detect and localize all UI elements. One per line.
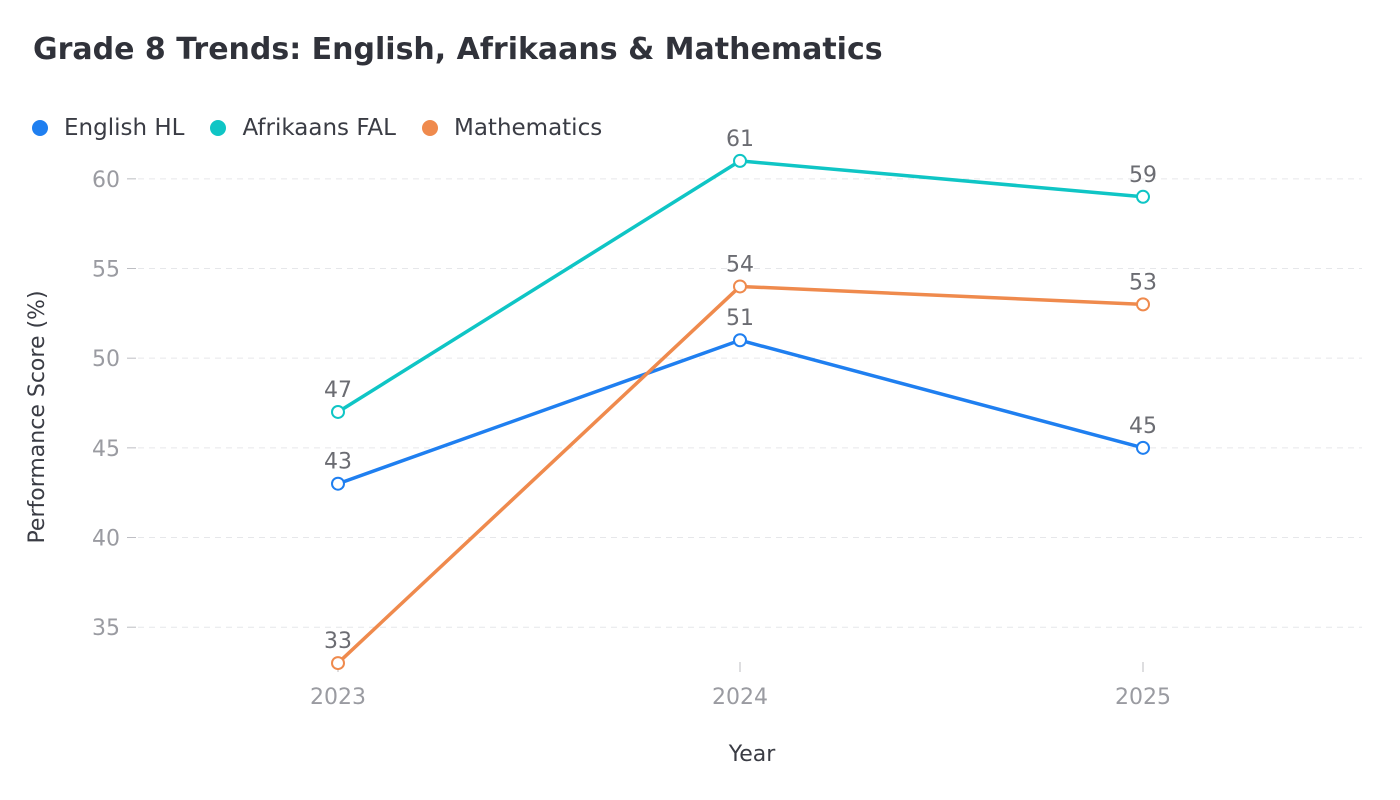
y-tick-label-60: 60: [92, 168, 120, 193]
y-axis-title: Performance Score (%): [25, 290, 50, 543]
legend-item-english-hl[interactable]: English HL: [32, 115, 184, 141]
grid-lines: [138, 178, 1362, 628]
data-point-english-hl-2024[interactable]: [733, 333, 747, 348]
data-label-mathematics-2023: 33: [324, 629, 352, 654]
x-axis-title: Year: [728, 742, 777, 767]
y-tick-label-50: 50: [92, 347, 120, 372]
data-labels: 43 51 45 47 61 59 33 54 53: [324, 127, 1157, 654]
data-point-mathematics-2025[interactable]: [1136, 297, 1150, 312]
data-label-english-hl-2024: 51: [726, 306, 754, 331]
data-point-english-hl-2025[interactable]: [1136, 440, 1150, 455]
legend: English HL Afrikaans FAL Mathematics: [32, 115, 628, 141]
x-axis-ticks: 2023 2024 2025: [310, 662, 1171, 710]
legend-item-mathematics[interactable]: Mathematics: [421, 115, 603, 141]
y-tick-label-45: 45: [92, 437, 120, 462]
data-point-afrikaans-fal-2023[interactable]: [331, 404, 345, 419]
legend-marker-english-hl: [32, 120, 48, 136]
data-point-english-hl-2023[interactable]: [331, 476, 345, 491]
data-label-afrikaans-fal-2025: 59: [1129, 163, 1157, 188]
y-tick-label-55: 55: [92, 258, 120, 283]
x-tick-label-2023: 2023: [310, 685, 366, 710]
y-tick-label-35: 35: [92, 616, 120, 641]
legend-label-mathematics: Mathematics: [453, 115, 603, 141]
series-line-english-hl: [337, 338, 1144, 486]
data-label-english-hl-2023: 43: [324, 450, 352, 475]
data-point-mathematics-2024[interactable]: [733, 279, 747, 294]
y-tick-label-40: 40: [92, 527, 120, 552]
data-label-afrikaans-fal-2023: 47: [324, 378, 352, 403]
data-label-afrikaans-fal-2024: 61: [726, 127, 754, 152]
data-label-english-hl-2025: 45: [1129, 414, 1157, 439]
data-label-mathematics-2024: 54: [726, 252, 754, 277]
legend-marker-mathematics: [421, 120, 438, 136]
data-label-mathematics-2025: 53: [1129, 270, 1157, 295]
data-point-afrikaans-fal-2024[interactable]: [733, 153, 747, 168]
series-group: [331, 153, 1150, 671]
data-point-afrikaans-fal-2025[interactable]: [1136, 189, 1150, 204]
legend-item-afrikaans-fal[interactable]: Afrikaans FAL: [210, 115, 396, 141]
legend-label-english-hl: English HL: [64, 115, 185, 141]
chart-title: Grade 8 Trends: English, Afrikaans & Mat…: [33, 32, 883, 67]
y-axis-ticks: 35 40 45 50 55 60: [92, 168, 136, 641]
x-tick-label-2025: 2025: [1115, 685, 1171, 710]
legend-marker-afrikaans-fal: [210, 120, 227, 136]
data-point-mathematics-2023[interactable]: [331, 656, 345, 671]
x-tick-label-2024: 2024: [712, 685, 768, 710]
legend-label-afrikaans-fal: Afrikaans FAL: [242, 115, 396, 141]
